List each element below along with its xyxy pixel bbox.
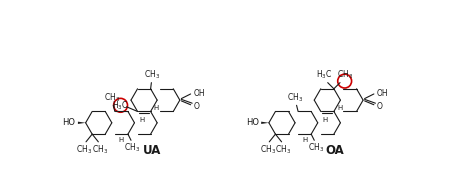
Text: HO: HO: [246, 118, 259, 127]
Text: CH$_3$: CH$_3$: [275, 143, 291, 156]
Polygon shape: [78, 122, 86, 124]
Text: CH$_3$: CH$_3$: [76, 143, 92, 156]
Text: H: H: [119, 137, 124, 143]
Text: OH: OH: [377, 89, 389, 98]
Text: CH$_3$: CH$_3$: [308, 142, 324, 154]
Text: H$_3$C: H$_3$C: [112, 99, 129, 112]
Text: CH$_3$: CH$_3$: [337, 69, 353, 81]
Text: OA: OA: [326, 144, 345, 157]
Text: CH$_3$: CH$_3$: [104, 91, 120, 104]
Text: H: H: [302, 137, 307, 143]
Text: OH: OH: [194, 89, 205, 98]
Text: H: H: [139, 118, 144, 123]
Text: O: O: [377, 102, 383, 111]
Text: H$_3$C: H$_3$C: [317, 69, 333, 81]
Text: H: H: [337, 105, 342, 111]
Text: CH$_3$: CH$_3$: [92, 143, 108, 156]
Text: CH$_3$: CH$_3$: [260, 143, 276, 156]
Text: H: H: [154, 105, 159, 111]
Text: O: O: [194, 102, 200, 111]
Text: UA: UA: [143, 144, 161, 157]
Polygon shape: [261, 122, 269, 124]
Text: HO: HO: [63, 118, 76, 127]
Text: H: H: [322, 118, 328, 123]
Text: CH$_3$: CH$_3$: [125, 142, 141, 154]
Text: CH$_3$: CH$_3$: [287, 91, 303, 104]
Text: CH$_3$: CH$_3$: [144, 69, 160, 81]
